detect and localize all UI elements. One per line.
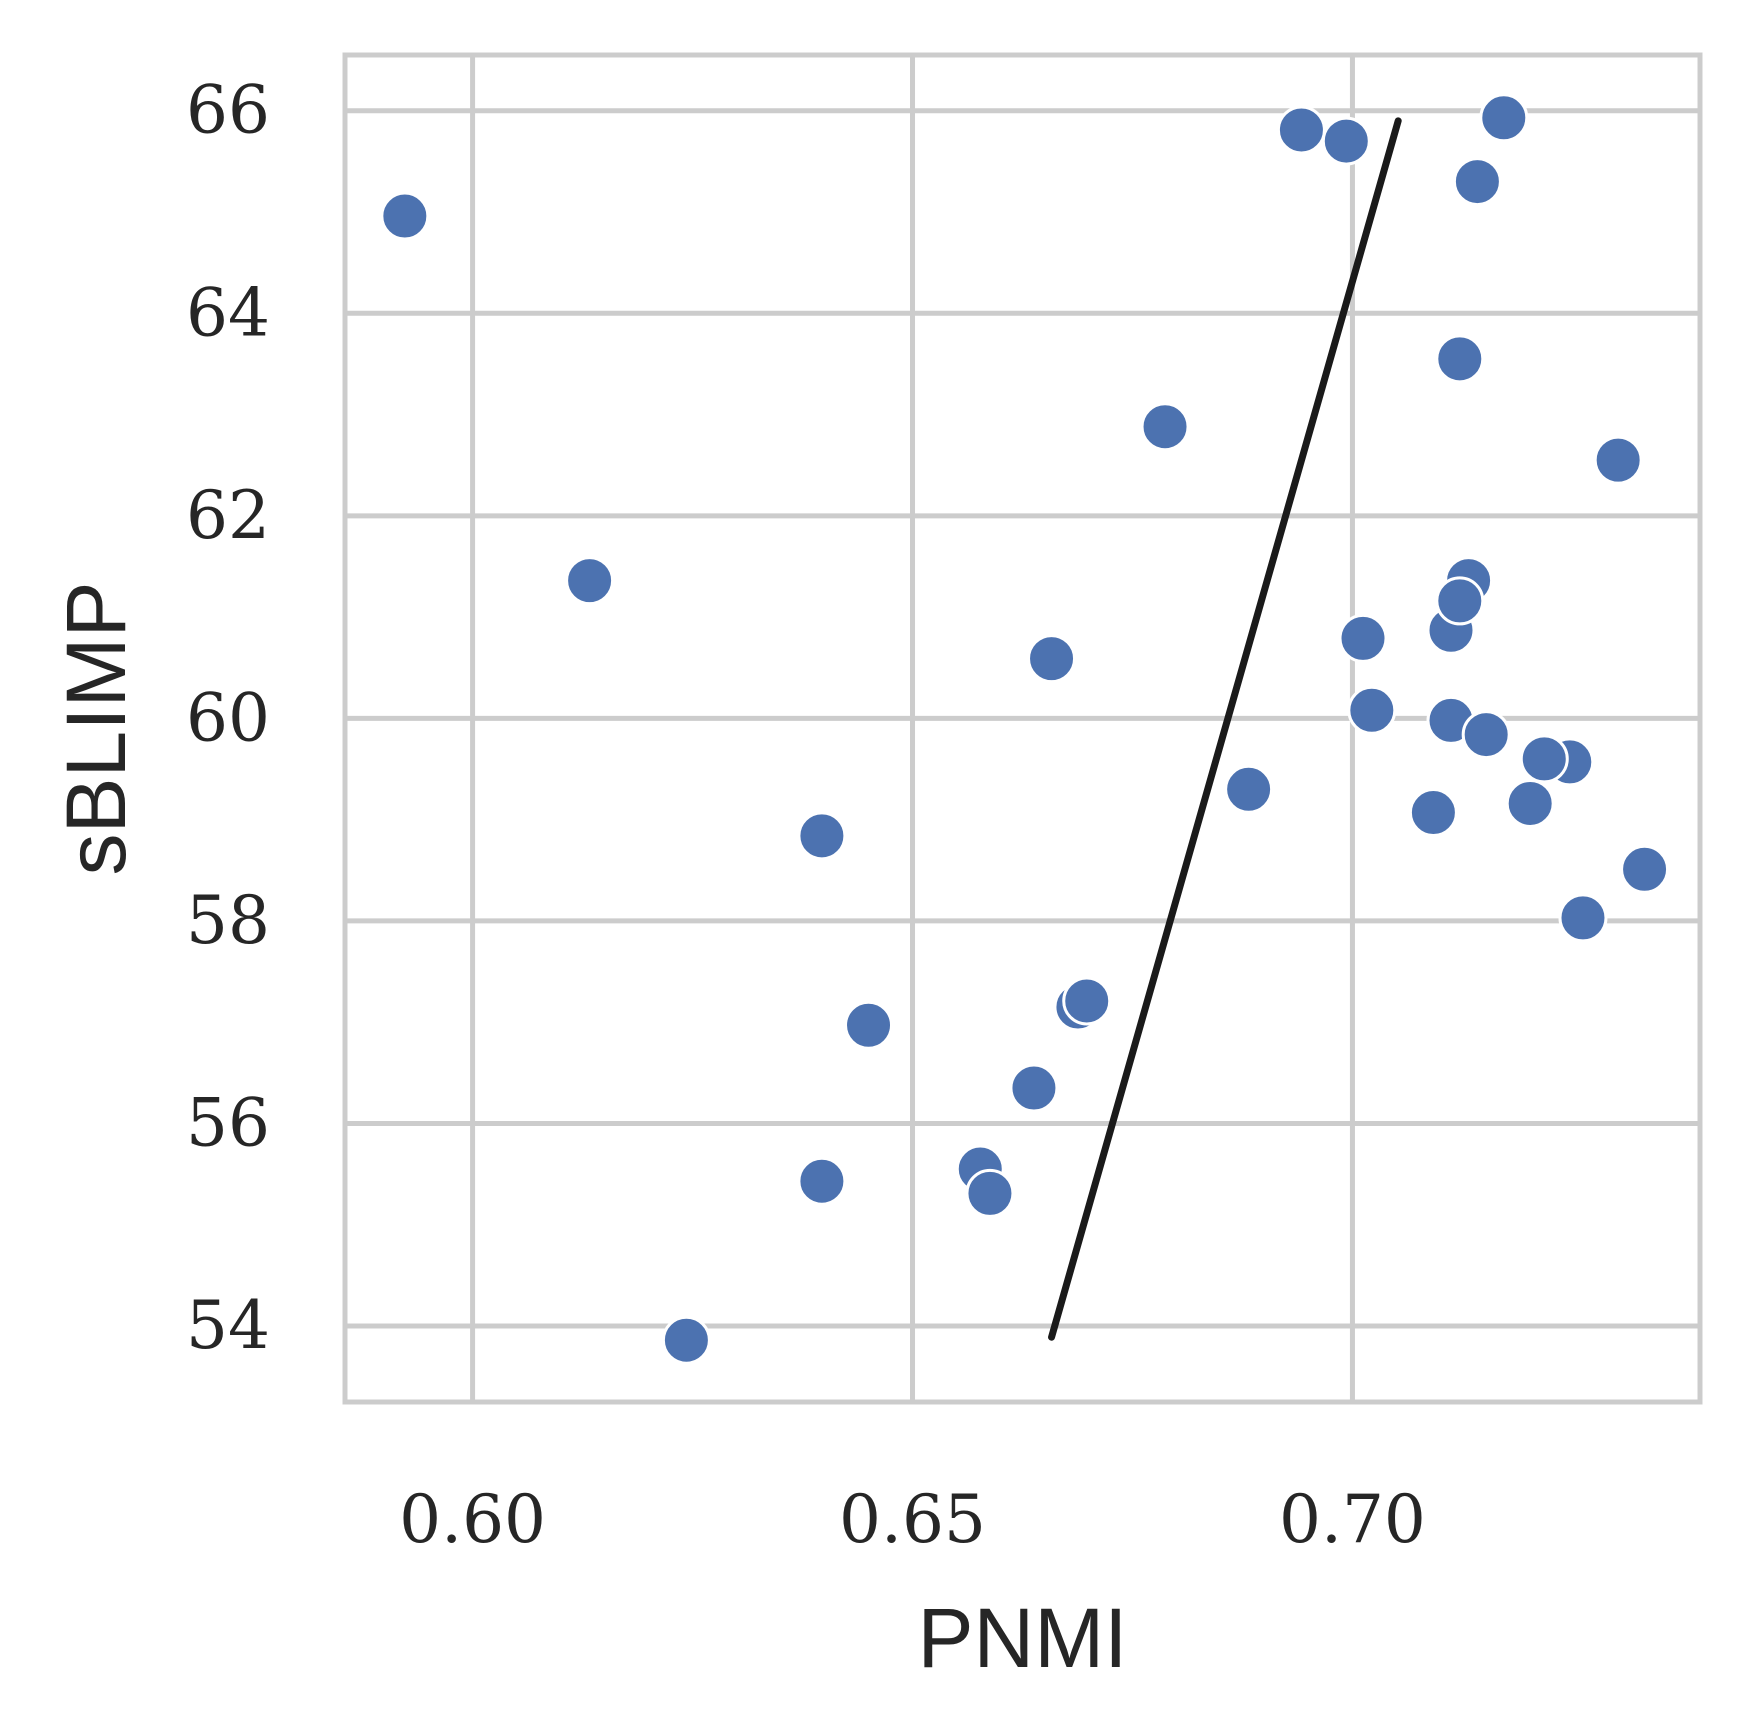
x-tick-label: 0.70 xyxy=(1279,1481,1426,1558)
data-point xyxy=(1027,634,1077,684)
data-point xyxy=(380,191,430,241)
data-point xyxy=(844,1000,894,1050)
data-point xyxy=(1347,685,1397,735)
data-point xyxy=(1321,116,1371,166)
y-axis-label: sBLIMP xyxy=(49,581,143,875)
data-point xyxy=(1558,893,1608,943)
y-tick-label: 56 xyxy=(186,1084,270,1161)
y-tick-label: 58 xyxy=(186,882,270,959)
y-tick-labels: 54 56 58 60 62 64 66 xyxy=(186,72,270,1364)
data-point xyxy=(1224,764,1274,814)
y-tick-label: 60 xyxy=(186,679,270,756)
y-tick-label: 62 xyxy=(186,477,270,554)
plot-frame xyxy=(342,52,1703,1405)
data-points xyxy=(380,93,1670,1365)
data-point xyxy=(797,1156,847,1206)
data-point xyxy=(661,1315,711,1365)
data-point xyxy=(1276,105,1326,155)
data-point xyxy=(1479,93,1529,143)
data-point xyxy=(1140,402,1190,452)
data-point xyxy=(1435,334,1485,384)
data-point xyxy=(1593,435,1643,485)
data-point xyxy=(1009,1063,1059,1113)
data-point xyxy=(1408,788,1458,838)
data-point xyxy=(1435,576,1485,626)
data-point xyxy=(965,1168,1015,1218)
x-axis-label: PNMI xyxy=(918,1591,1128,1685)
data-point xyxy=(1505,778,1555,828)
y-tick-label: 54 xyxy=(186,1287,270,1364)
y-tick-label: 66 xyxy=(186,72,270,149)
grid-lines xyxy=(345,55,1700,1402)
y-tick-label: 64 xyxy=(186,274,270,351)
data-point xyxy=(797,811,847,861)
data-point xyxy=(1452,157,1502,207)
data-point xyxy=(565,556,615,606)
data-point xyxy=(1620,844,1670,894)
plot-area xyxy=(342,52,1703,1405)
data-point xyxy=(1062,976,1112,1026)
data-point xyxy=(1519,734,1569,784)
x-tick-label: 0.60 xyxy=(399,1481,546,1558)
trend-line xyxy=(1048,117,1402,1341)
x-tick-label: 0.65 xyxy=(839,1481,986,1558)
data-point xyxy=(1461,710,1511,760)
x-tick-labels: 0.60 0.65 0.70 xyxy=(399,1481,1426,1558)
data-point xyxy=(1338,613,1388,663)
